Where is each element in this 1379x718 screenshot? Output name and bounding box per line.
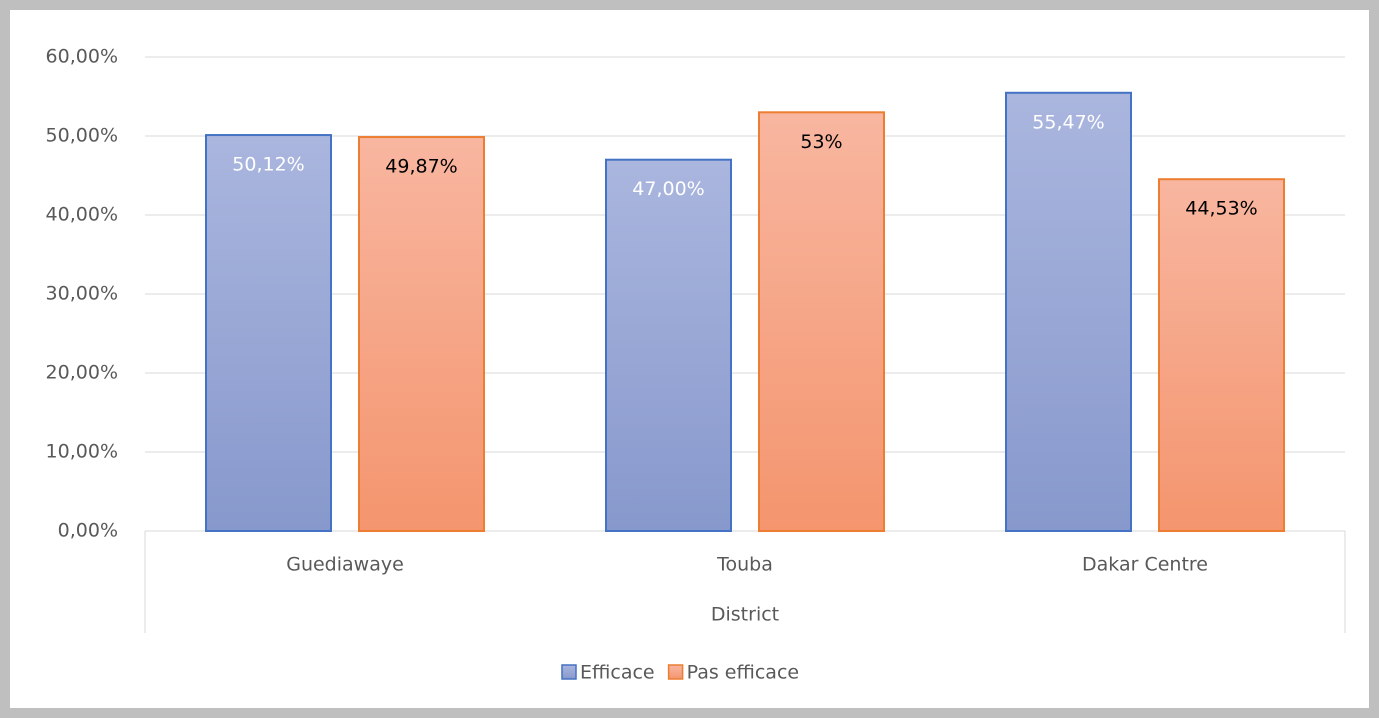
bar xyxy=(1158,178,1285,532)
data-label: 50,12% xyxy=(232,154,304,176)
y-tick-label: 30,00% xyxy=(46,283,118,305)
data-label: 44,53% xyxy=(1185,198,1257,220)
y-tick-label: 60,00% xyxy=(46,46,118,68)
y-tick-label: 50,00% xyxy=(46,125,118,147)
x-axis-title: District xyxy=(711,604,779,626)
y-tick-label: 20,00% xyxy=(46,362,118,384)
data-label: 47,00% xyxy=(632,178,704,200)
data-label: 53% xyxy=(800,131,842,153)
bar xyxy=(758,111,885,533)
bar xyxy=(605,158,732,532)
legend-swatch xyxy=(561,664,577,680)
bar xyxy=(358,136,485,532)
legend-swatch xyxy=(667,664,684,680)
x-tick-label: Touba xyxy=(716,554,773,576)
data-label: 49,87% xyxy=(385,156,457,178)
bar xyxy=(205,134,332,532)
x-tick-label: Dakar Centre xyxy=(1082,554,1208,576)
bar xyxy=(1005,91,1132,533)
legend-label: Pas efficace xyxy=(687,662,799,684)
y-tick-label: 10,00% xyxy=(46,441,118,463)
y-tick-label: 40,00% xyxy=(46,204,118,226)
x-tick-label: Guediawaye xyxy=(286,554,404,576)
y-tick-label: 0,00% xyxy=(58,520,118,542)
legend-label: Efficace xyxy=(580,662,655,684)
data-label: 55,47% xyxy=(1032,111,1104,133)
